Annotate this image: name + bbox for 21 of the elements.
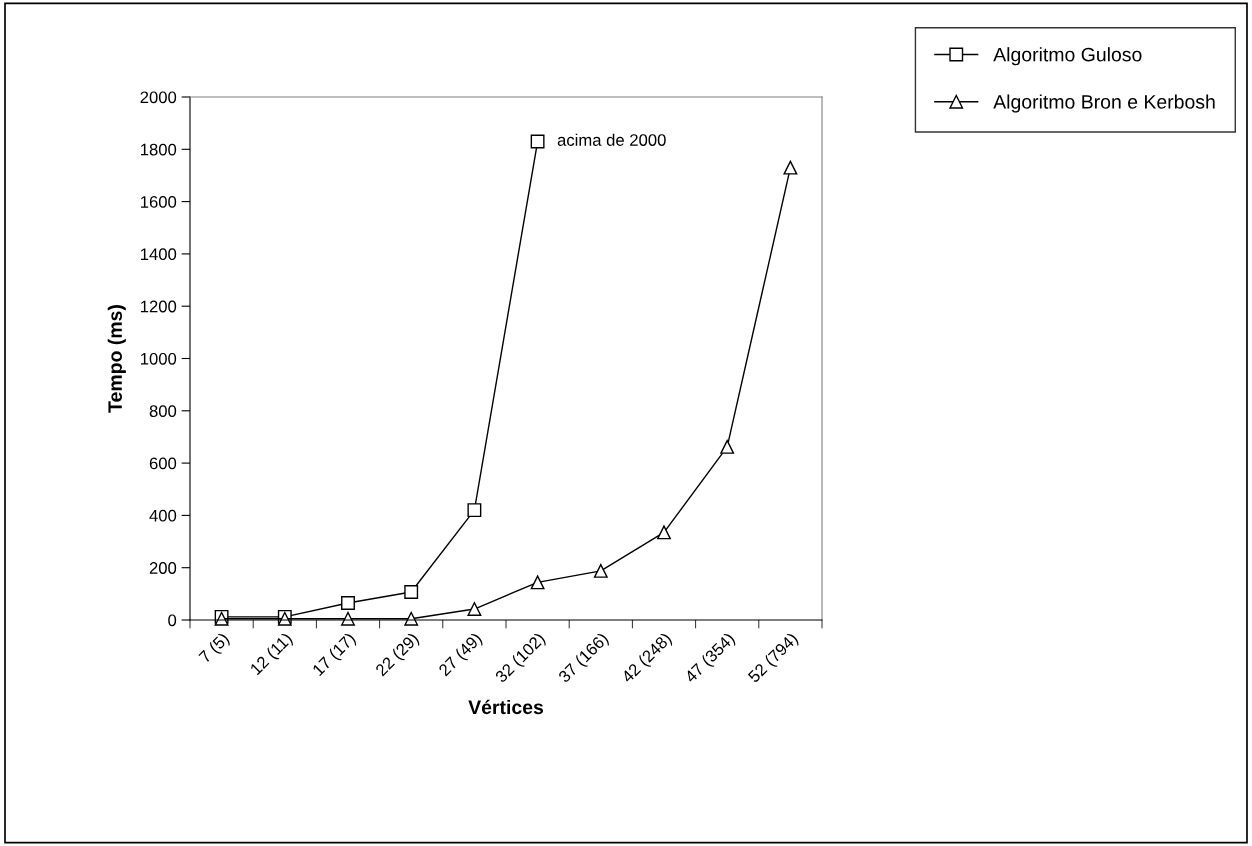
x-tick-label: 22 (29) xyxy=(374,631,422,679)
y-tick-label: 2000 xyxy=(140,91,177,104)
annotation: acima de 2000 xyxy=(557,133,666,146)
y-tick-label: 200 xyxy=(149,562,177,574)
legend-label: Algoritmo Bron e Kerbosh xyxy=(993,94,1215,113)
y-tick-label: 1000 xyxy=(141,352,177,365)
y-tick-label: 0 xyxy=(168,614,177,627)
y-tick-label: 1600 xyxy=(141,196,177,208)
legend-label: Algoritmo Guloso xyxy=(993,47,1142,66)
x-tick-label: 27 (49) xyxy=(437,631,485,679)
x-tick-label: 7 (5) xyxy=(197,631,232,666)
y-tick-label: 600 xyxy=(149,457,177,470)
x-axis-title: Vértices xyxy=(468,699,544,715)
y-tick-label: 400 xyxy=(149,509,177,522)
y-tick-label: 1200 xyxy=(141,300,177,313)
x-tick-label: 17 (17) xyxy=(311,631,359,679)
y-tick-label: 800 xyxy=(149,405,177,417)
x-tick-label: 12 (11) xyxy=(249,631,296,678)
y-tick-label: 1800 xyxy=(141,143,177,156)
y-tick-label: 1400 xyxy=(141,248,177,261)
y-axis-title: Tempo (ms) xyxy=(107,305,126,413)
